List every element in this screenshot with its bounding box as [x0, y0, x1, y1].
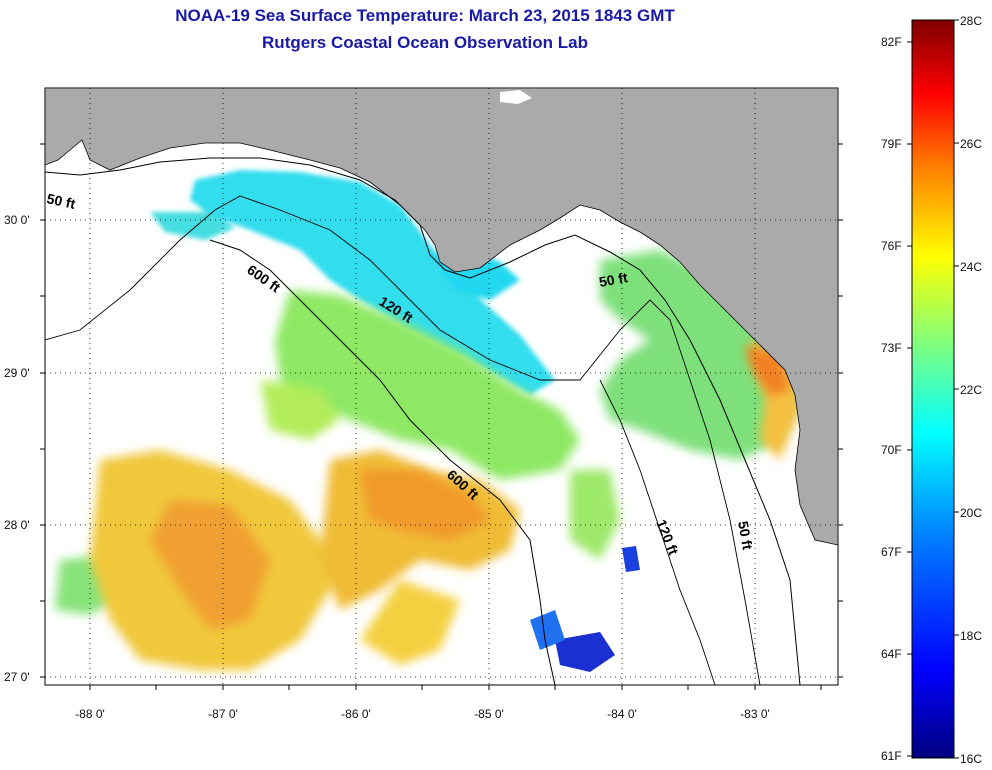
frame-ticks: [40, 143, 843, 690]
contour-label-50ft-south: 50 ft: [735, 520, 756, 551]
colorbar-c-20: 20C: [960, 506, 982, 520]
contour-label-50ft-bigbend: 50 ft: [598, 269, 629, 290]
colorbar-c-28: 28C: [960, 14, 982, 28]
colorbar-f-64: 64F: [881, 647, 902, 661]
colorbar-f-70: 70F: [881, 443, 902, 457]
colorbar-ticks: [907, 19, 959, 759]
sst-green-band: [55, 250, 800, 615]
colorbar-c-18: 18C: [960, 629, 982, 643]
colorbar: [911, 19, 955, 759]
contour-label-50ft-west: 50 ft: [45, 190, 77, 212]
map-subtitle: Rutgers Coastal Ocean Observation Lab: [262, 33, 588, 52]
colorbar-f-76: 76F: [881, 239, 902, 253]
lon-label-83: -83 0': [740, 707, 770, 721]
colorbar-f-61: 61F: [881, 749, 902, 763]
lat-label-30: 30 0': [4, 213, 30, 227]
lon-label-84: -84 0': [607, 707, 637, 721]
lon-label-87: -87 0': [208, 707, 238, 721]
colorbar-c-16: 16C: [960, 752, 982, 766]
colorbar-f-82: 82F: [881, 35, 902, 49]
map-title: NOAA-19 Sea Surface Temperature: March 2…: [175, 6, 675, 25]
colorbar-f-67: 67F: [881, 545, 902, 559]
contour-50ft-west: [45, 157, 801, 685]
colorbar-c-26: 26C: [960, 137, 982, 151]
colorbar-f-73: 73F: [881, 341, 902, 355]
land-mass: [45, 88, 838, 546]
contour-600ft: [209, 239, 556, 685]
sst-blue-patches: [530, 546, 640, 672]
lat-label-27: 27 0': [4, 670, 30, 684]
lon-label-86: -86 0': [341, 707, 371, 721]
colorbar-f-79: 79F: [881, 137, 902, 151]
contour-120ft-east: [599, 379, 716, 685]
colorbar-c-24: 24C: [960, 260, 982, 274]
lat-label-29: 29 0': [4, 366, 30, 380]
lat-label-28: 28 0': [4, 518, 30, 532]
cloud-speck: [500, 90, 532, 104]
contour-120ft: [45, 195, 761, 685]
graticule: [45, 88, 838, 685]
map-content: [45, 88, 838, 685]
lon-label-88: -88 0': [75, 707, 105, 721]
colorbar-c-22: 22C: [960, 383, 982, 397]
lon-label-85: -85 0': [474, 707, 504, 721]
